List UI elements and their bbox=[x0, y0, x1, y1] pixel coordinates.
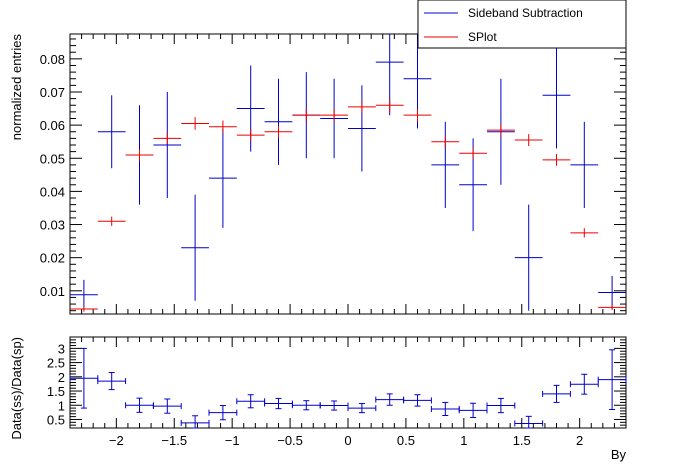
main-splot-point bbox=[97, 216, 126, 226]
main-y-tick-label: 0.04 bbox=[40, 184, 65, 199]
x-axis-title: By bbox=[611, 447, 627, 462]
main-splot-point bbox=[70, 306, 98, 312]
main-splot-point bbox=[348, 100, 376, 114]
main-splot-point bbox=[236, 129, 265, 142]
ratio-x-tick-label: 1 bbox=[460, 433, 467, 448]
main-sideband-subtraction-point bbox=[181, 194, 209, 301]
main-y-tick-label: 0.08 bbox=[40, 52, 65, 67]
main-y-tick-label: 0.03 bbox=[40, 218, 65, 233]
main-sideband-subtraction-point bbox=[209, 128, 237, 228]
main-sideband-subtraction-point bbox=[542, 42, 571, 149]
main-plot-panel: 0.01 0.02 0.03 0.04 0.05 0.06 0.07 0.08 normali… bbox=[9, 33, 627, 315]
main-splot-point bbox=[292, 108, 321, 122]
main-y-tick-label: 0.06 bbox=[40, 118, 65, 133]
ratio-y-tick-label: 2.5 bbox=[47, 356, 65, 371]
ratio-ratio-point bbox=[152, 398, 182, 414]
main-sideband-subtraction-point bbox=[264, 78, 293, 165]
main-splot-point bbox=[542, 153, 571, 166]
ratio-ratio-point bbox=[486, 397, 516, 414]
ratio-x-tick-label: −0.5 bbox=[277, 433, 303, 448]
ratio-x-tick-label: 1.5 bbox=[513, 433, 531, 448]
ratio-y-axis-title: Data(ss)/Data(sp) bbox=[9, 337, 24, 440]
ratio-ratio-point bbox=[347, 403, 377, 414]
ratio-ratio-point bbox=[514, 415, 544, 429]
main-splot-point bbox=[375, 98, 404, 112]
main-sideband-subtraction-point bbox=[570, 121, 599, 208]
ratio-x-tick-label: 2 bbox=[576, 433, 583, 448]
main-splot-point bbox=[598, 304, 626, 311]
ratio-x-tick-label: 0 bbox=[344, 433, 351, 448]
main-splot-point bbox=[181, 117, 209, 130]
main-y-tick-label: 0.05 bbox=[40, 151, 65, 166]
ratio-y-tick-label: 1 bbox=[58, 398, 65, 413]
main-splot-point bbox=[514, 134, 543, 146]
ratio-ratio-point bbox=[597, 349, 627, 411]
legend-box bbox=[417, 0, 627, 49]
ratio-y-tick-label: 2 bbox=[58, 370, 65, 385]
ratio-y-tick-label: 0.5 bbox=[47, 412, 65, 427]
main-sideband-subtraction-point bbox=[598, 275, 626, 310]
ratio-ratio-point bbox=[97, 372, 127, 391]
main-sideband-subtraction-point bbox=[70, 279, 98, 310]
legend-label-splot: SPlot bbox=[468, 30, 497, 44]
ratio-ratio-point bbox=[291, 400, 321, 411]
main-sideband-subtraction-point bbox=[514, 204, 543, 311]
ratio-ratio-point bbox=[542, 384, 571, 403]
main-y-tick-label: 0.01 bbox=[40, 284, 65, 299]
ratio-ratio-point bbox=[208, 405, 238, 421]
ratio-ratio-point bbox=[403, 394, 432, 407]
ratio-y-tick-label: 1.5 bbox=[47, 384, 65, 399]
main-splot-point bbox=[459, 147, 487, 160]
main-splot-point bbox=[153, 132, 182, 145]
ratio-x-tick-label: −2 bbox=[109, 433, 124, 448]
main-splot-point bbox=[570, 228, 599, 238]
main-splot-point bbox=[431, 135, 460, 148]
ratio-ratio-point bbox=[180, 415, 210, 429]
main-y-axis-title: normalized entries bbox=[9, 34, 24, 141]
main-sideband-subtraction-point bbox=[153, 91, 182, 199]
legend-entry-sideband: Sideband Subtraction bbox=[424, 6, 583, 20]
main-splot-point bbox=[125, 148, 154, 161]
main-splot-point bbox=[320, 108, 348, 122]
ratio-x-tick-label: −1.5 bbox=[161, 433, 187, 448]
main-y-tick-label: 0.07 bbox=[40, 85, 65, 100]
ratio-y-tick-label: 3 bbox=[58, 341, 65, 356]
ratio-ratio-point bbox=[69, 347, 99, 409]
ratio-series-ratio bbox=[69, 347, 627, 429]
main-y-tick-label: 0.02 bbox=[40, 251, 65, 266]
ratio-plot-panel: −2 −1.5 −1 −0.5 0 0.5 1 1.5 20.511.522.53 Data(s… bbox=[9, 336, 627, 462]
legend: Sideband Subtraction SPlot bbox=[417, 0, 627, 49]
main-sideband-subtraction-point bbox=[97, 95, 126, 169]
main-splot-point bbox=[264, 125, 293, 138]
ratio-ratio-point bbox=[430, 401, 460, 416]
ratio-x-tick-label: 0.5 bbox=[397, 433, 415, 448]
ratio-ratio-point bbox=[375, 393, 405, 406]
ratio-x-tick-label: −1 bbox=[225, 433, 240, 448]
ratio-ratio-point bbox=[236, 394, 266, 409]
ratio-ratio-point bbox=[569, 373, 599, 395]
main-splot-point bbox=[209, 120, 237, 134]
main-splot-point bbox=[403, 108, 432, 122]
legend-entry-splot: SPlot bbox=[424, 30, 497, 44]
main-sideband-subtraction-point bbox=[348, 85, 376, 172]
legend-label-sideband: Sideband Subtraction bbox=[468, 6, 583, 20]
main-splot-point bbox=[487, 123, 515, 137]
main-series-splot bbox=[70, 98, 626, 312]
